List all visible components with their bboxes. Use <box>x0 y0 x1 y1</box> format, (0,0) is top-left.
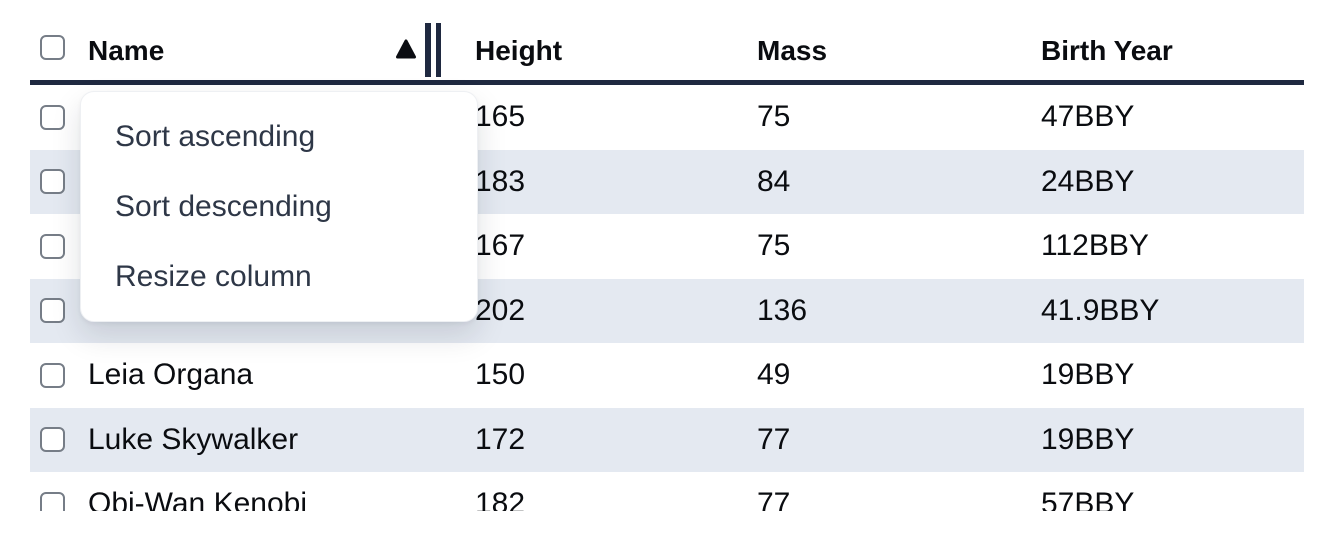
column-resize-handle[interactable] <box>425 23 441 77</box>
column-header-name[interactable]: Name <box>88 35 165 67</box>
cell-birth-year: 57BBY <box>1041 487 1135 511</box>
cell-birth-year: 112BBY <box>1041 229 1149 262</box>
cell-mass: 77 <box>757 487 791 511</box>
cell-mass: 136 <box>757 293 808 327</box>
row-checkbox[interactable] <box>40 104 65 130</box>
menu-item-resize-column[interactable]: Resize column <box>115 260 312 293</box>
menu-item-sort-ascending[interactable]: Sort ascending <box>115 120 316 153</box>
cell-height: 183 <box>475 164 526 198</box>
row-checkbox[interactable] <box>40 427 65 453</box>
row-checkbox[interactable] <box>40 169 65 195</box>
column-header-birth-year[interactable]: Birth Year <box>1041 35 1173 67</box>
cell-height: 172 <box>475 422 526 456</box>
select-all-cell <box>30 35 88 60</box>
cell-mass: 75 <box>757 229 791 262</box>
cell-height: 150 <box>475 358 526 391</box>
row-checkbox[interactable] <box>40 298 65 324</box>
cell-name: Obi-Wan Kenobi <box>88 487 307 511</box>
cell-birth-year: 24BBY <box>1041 164 1135 198</box>
table-row: 167 75 112BBY <box>30 214 1304 279</box>
cell-height: 182 <box>475 487 526 511</box>
cell-birth-year: 19BBY <box>1041 358 1135 391</box>
table-row: 202 136 41.9BBY <box>30 278 1304 343</box>
table-header-row: Name Height Mass Birth Year <box>30 0 1304 85</box>
column-context-menu: Sort ascending Sort descending Resize co… <box>80 91 478 322</box>
cell-name: Leia Organa <box>88 358 254 391</box>
menu-item-sort-descending[interactable]: Sort descending <box>115 190 332 223</box>
column-header-height[interactable]: Height <box>475 35 563 67</box>
cell-birth-year: 47BBY <box>1041 100 1135 133</box>
cell-height: 167 <box>475 229 526 262</box>
sort-ascending-icon <box>395 38 417 60</box>
column-header-mass[interactable]: Mass <box>757 35 828 67</box>
table-row: 165 75 47BBY <box>30 85 1304 150</box>
select-all-checkbox[interactable] <box>40 35 65 60</box>
cell-mass: 75 <box>757 100 791 133</box>
cell-mass: 49 <box>757 358 791 391</box>
cell-mass: 84 <box>757 164 791 198</box>
row-checkbox[interactable] <box>40 362 65 388</box>
cell-height: 165 <box>475 100 526 133</box>
resize-bar-icon <box>435 23 441 77</box>
resize-bar-icon <box>425 23 431 77</box>
row-checkbox[interactable] <box>40 491 65 511</box>
cell-height: 202 <box>475 293 526 327</box>
table-row: Obi-Wan Kenobi 182 77 57BBY <box>30 472 1304 511</box>
cell-birth-year: 19BBY <box>1041 422 1135 456</box>
row-checkbox[interactable] <box>40 233 65 259</box>
table-row: Luke Skywalker 172 77 19BBY <box>30 407 1304 472</box>
cell-birth-year: 41.9BBY <box>1041 293 1160 327</box>
table-row: Leia Organa 150 49 19BBY <box>30 343 1304 408</box>
cell-mass: 77 <box>757 422 791 456</box>
cell-name: Luke Skywalker <box>88 422 299 456</box>
